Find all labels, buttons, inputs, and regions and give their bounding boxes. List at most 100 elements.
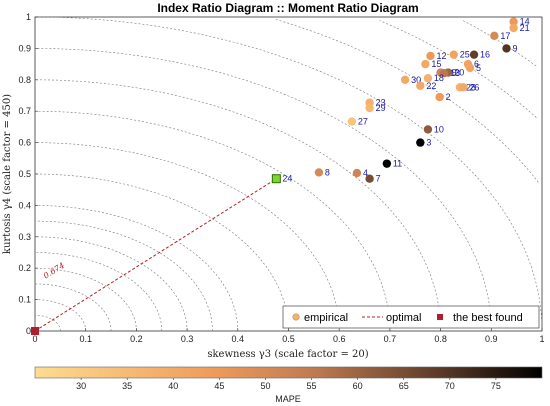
x-axis-label: skewness γ3 (scale factor = 20) — [207, 349, 368, 360]
point-label-2: 2 — [446, 92, 451, 102]
best-found-marker — [271, 174, 281, 184]
point-label-9: 9 — [513, 43, 518, 53]
x-tick-label: 0.2 — [130, 334, 143, 344]
y-tick-label: 0.8 — [18, 75, 31, 85]
x-tick-label: 0.9 — [485, 334, 498, 344]
iso-arc-12 — [34, 48, 492, 332]
optimal-marker — [31, 327, 39, 335]
colorbar-tick-label: 40 — [168, 381, 178, 391]
iso-arc-0 — [35, 315, 61, 332]
legend-box — [282, 305, 540, 329]
point-10 — [423, 125, 433, 134]
colorbar-tick-label: 30 — [76, 381, 86, 391]
point-8 — [314, 168, 324, 177]
point-label-3: 3 — [426, 138, 431, 148]
colorbar-tick-label: 35 — [122, 381, 132, 391]
point-label-22: 22 — [426, 81, 436, 91]
point-label-27: 27 — [358, 117, 368, 127]
point-27 — [347, 117, 357, 126]
point-7 — [365, 174, 374, 183]
iso-arc-14 — [275, 18, 539, 183]
iso-arc-13 — [34, 16, 543, 332]
point-label-29: 29 — [376, 103, 386, 113]
y-tick-label: 1 — [26, 12, 31, 22]
colorbar-tick-label: 70 — [445, 381, 455, 391]
point-16 — [469, 50, 479, 59]
point-12 — [426, 51, 435, 61]
y-tick-label: 0 — [26, 326, 31, 336]
empirical-points: 1421179162512156519201318302228262232927… — [314, 17, 530, 184]
x-tick-label: 0.1 — [79, 334, 92, 344]
point-label-4: 4 — [363, 168, 368, 178]
point-17 — [490, 31, 499, 41]
iso-distance-arcs — [34, 16, 543, 332]
y-axis-label: kurtosis γ4 (scale factor = 450) — [2, 94, 13, 254]
colorbar-tick-label: 75 — [491, 381, 501, 391]
y-tick-label: 0.7 — [18, 106, 31, 116]
point-11 — [382, 159, 392, 168]
point-label-12: 12 — [436, 51, 446, 61]
y-tick-label: 0.5 — [18, 169, 31, 179]
iso-arc-1 — [35, 299, 86, 331]
point-label-23: 23 — [376, 98, 386, 108]
point-4 — [352, 168, 362, 178]
point-label-17: 17 — [500, 31, 510, 41]
point-15 — [421, 59, 430, 69]
y-tick-label: 0.1 — [18, 295, 31, 305]
y-tick-label: 0.3 — [18, 232, 31, 242]
legend-empirical-label: empirical — [304, 312, 348, 324]
colorbar — [34, 366, 543, 379]
point-29 — [365, 103, 374, 113]
legend-optimal-label: optimal — [386, 312, 421, 324]
iso-arc-8 — [34, 173, 289, 332]
chart-title: Index Ratio Diagram :: Moment Ratio Diag… — [157, 1, 418, 15]
iso-arc-10 — [34, 110, 391, 332]
x-tick-label: 0.7 — [384, 334, 397, 344]
point-label-15: 15 — [431, 59, 441, 69]
y-axis-ticks: 0 0.1 0.2 0.3 0.4 0.5 0.6 0.7 0.8 0.9 1 — [18, 12, 38, 336]
point-label-11: 11 — [393, 159, 402, 169]
iso-arc-9 — [34, 142, 340, 332]
colorbar-tick-label: 50 — [260, 381, 270, 391]
iso-arc-16 — [462, 20, 537, 67]
colorbar-ticks: 30 35 40 45 50 55 60 65 70 75 — [76, 378, 501, 391]
x-tick-label: 0.6 — [333, 334, 346, 344]
iso-arc-5 — [35, 236, 188, 332]
point-label-16: 16 — [480, 50, 490, 60]
point-label-13: 13 — [450, 68, 460, 78]
point-3 — [416, 138, 425, 147]
iso-arc-4 — [35, 252, 163, 332]
point-label-30: 30 — [411, 75, 421, 85]
optimal-distance-line — [34, 178, 277, 332]
point-label-21: 21 — [520, 23, 530, 33]
x-tick-label: 1 — [539, 334, 544, 344]
x-tick-label: 0 — [32, 334, 37, 344]
iso-arc-6 — [35, 220, 213, 331]
plot-area — [34, 16, 543, 332]
x-tick-label: 0.5 — [282, 334, 295, 344]
colorbar-tick-label: 65 — [399, 381, 409, 391]
point-label-18: 18 — [434, 73, 444, 83]
point-label-20: 20 — [454, 68, 464, 78]
y-tick-label: 0.4 — [18, 200, 31, 210]
colorbar-label: MAPE — [275, 394, 301, 404]
iso-arc-7 — [35, 205, 239, 332]
point-22 — [416, 81, 425, 90]
colorbar-tick-label: 60 — [353, 381, 363, 391]
best-found-label: 24 — [282, 174, 292, 184]
point-label-6: 6 — [474, 59, 479, 69]
colorbar-tick-label: 45 — [214, 381, 224, 391]
point-5 — [465, 63, 475, 73]
x-axis-ticks: 0 0.1 0.2 0.3 0.4 0.5 0.6 0.7 0.8 0.9 1 — [32, 328, 545, 344]
legend: empirical optimal the best found — [282, 305, 540, 329]
legend-best-label: the best found — [453, 312, 523, 324]
point-9 — [502, 44, 511, 53]
point-label-26: 26 — [469, 82, 479, 92]
legend-best-icon — [437, 314, 443, 320]
point-label-7: 7 — [376, 174, 381, 184]
point-label-25: 25 — [460, 50, 470, 60]
legend-empirical-icon — [292, 313, 300, 321]
x-tick-label: 0.4 — [232, 334, 245, 344]
iso-arc-2 — [35, 283, 112, 331]
point-label-5: 5 — [476, 63, 481, 73]
